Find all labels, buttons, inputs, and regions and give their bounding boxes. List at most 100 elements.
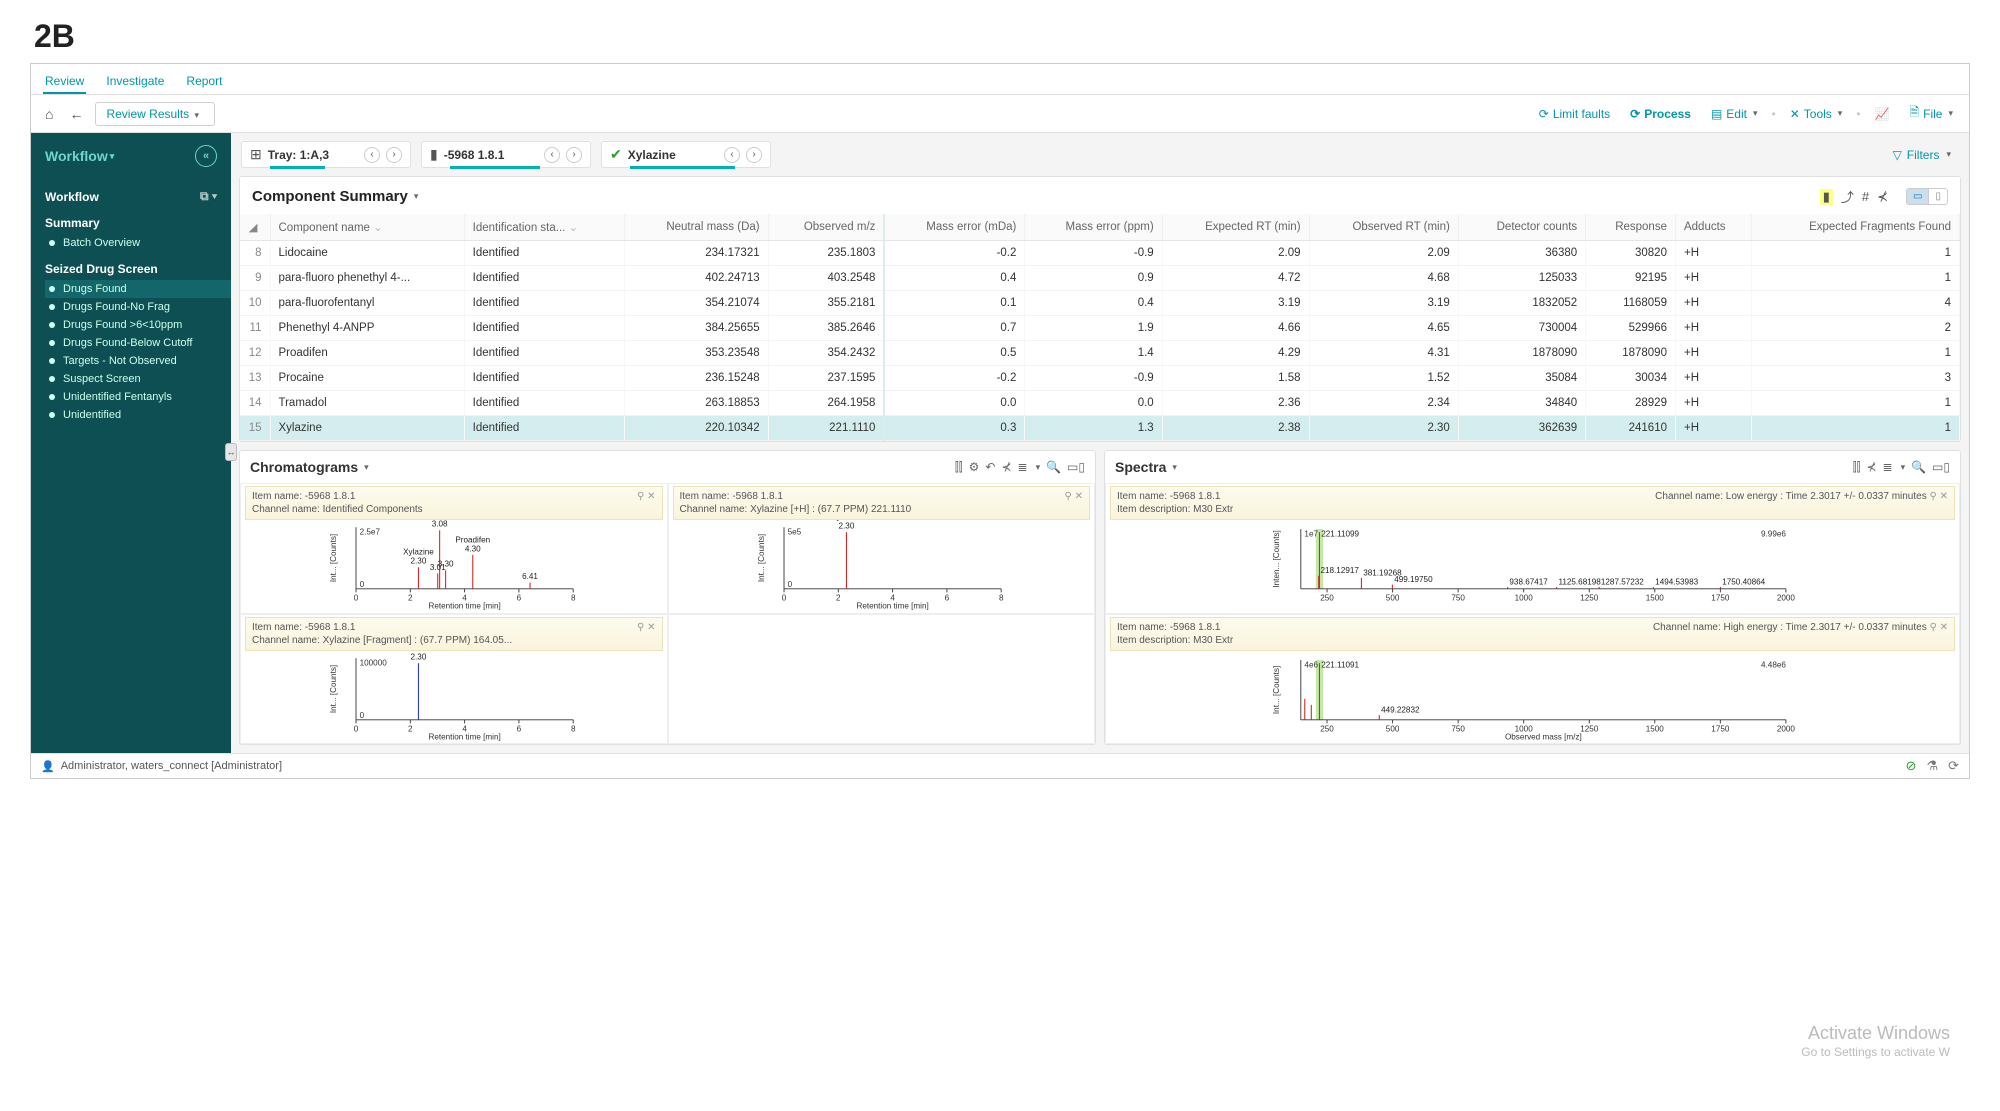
tools-button[interactable]: ✕Tools▾ bbox=[1784, 105, 1849, 123]
chart-cell: Item name: -5968 1.8.1Channel name: Iden… bbox=[240, 483, 668, 614]
highlight-icon[interactable]: ▮ bbox=[1820, 189, 1833, 205]
nav-sample[interactable]: ▮ -5968 1.8.1 ‹ › bbox=[421, 141, 591, 168]
status-ok-icon[interactable]: ⊘ bbox=[1906, 758, 1917, 774]
svg-text:4.30: 4.30 bbox=[465, 544, 481, 553]
status-user: Administrator, waters_connect [Administr… bbox=[61, 760, 282, 772]
pin-icon[interactable]: ⚲ bbox=[1065, 491, 1072, 502]
table-header[interactable]: Observed m/z bbox=[768, 214, 884, 241]
status-flask-icon[interactable]: ⚗ bbox=[1926, 758, 1938, 774]
next-tray-button[interactable]: › bbox=[386, 147, 402, 163]
table-header[interactable]: Detector counts bbox=[1458, 214, 1585, 241]
prev-tray-button[interactable]: ‹ bbox=[364, 147, 380, 163]
table-header[interactable]: Mass error (ppm) bbox=[1025, 214, 1162, 241]
table-header[interactable]: Expected RT (min) bbox=[1162, 214, 1309, 241]
back-icon[interactable]: ← bbox=[65, 104, 87, 124]
zoom-icon[interactable]: 🔍 bbox=[1911, 460, 1926, 474]
file-button[interactable]: 🗎File▾ bbox=[1903, 101, 1959, 126]
close-icon[interactable]: ✕ bbox=[647, 622, 655, 633]
svg-text:1250: 1250 bbox=[1580, 724, 1599, 733]
tab-review[interactable]: Review bbox=[43, 70, 86, 94]
breadcrumb[interactable]: Review Results ▾ bbox=[95, 102, 215, 126]
sidebar-item[interactable]: Drugs Found bbox=[45, 280, 231, 298]
chromatogram-chart[interactable]: Int... [Counts] 2.5e7 0 02468Xylazine2.3… bbox=[245, 520, 663, 611]
target-icon[interactable]: ⊀ bbox=[1877, 189, 1888, 205]
gear-icon[interactable]: ⚙ bbox=[969, 460, 980, 474]
table-header[interactable]: Adducts bbox=[1675, 214, 1751, 241]
sidebar-item[interactable]: Drugs Found-No Frag bbox=[45, 298, 231, 316]
svg-text:2.30: 2.30 bbox=[838, 522, 854, 531]
limit-faults-button[interactable]: ⟳Limit faults bbox=[1533, 105, 1616, 123]
chart-button[interactable]: 📈 bbox=[1869, 105, 1896, 123]
close-icon[interactable]: ✕ bbox=[1075, 491, 1083, 502]
edit-button[interactable]: ▤Edit▾ bbox=[1705, 105, 1764, 123]
open-icon[interactable]: ⧉ ▾ bbox=[200, 189, 217, 204]
table-row[interactable]: 12 Proadifen Identified 353.23548 354.24… bbox=[240, 341, 1960, 366]
table-header[interactable]: Mass error (mDa) bbox=[884, 214, 1024, 241]
svg-text:2000: 2000 bbox=[1777, 594, 1796, 603]
sidebar-item[interactable]: Drugs Found >6<10ppm bbox=[45, 316, 231, 334]
prev-component-button[interactable]: ‹ bbox=[724, 147, 740, 163]
sidebar-splitter-icon[interactable]: ↔ bbox=[225, 443, 237, 461]
svg-text:2.30: 2.30 bbox=[411, 652, 427, 661]
spectrum-chart[interactable]: Inten... [Counts] 1e7 9.99e6 25050075010… bbox=[1110, 520, 1955, 611]
spectrum-icon[interactable]: ⫿⫿ bbox=[1853, 460, 1861, 475]
undo-icon[interactable]: ↶ bbox=[985, 460, 995, 474]
table-row[interactable]: 9 para-fluoro phenethyl 4-... Identified… bbox=[240, 266, 1960, 291]
table-header[interactable]: Identification sta... ⌄ bbox=[464, 214, 624, 241]
table-row[interactable]: 11 Phenethyl 4-ANPP Identified 384.25655… bbox=[240, 316, 1960, 341]
layout-toggle[interactable]: ▭▯ bbox=[1906, 188, 1948, 205]
chromatogram-chart[interactable]: Int... [Counts] 5e5 0 02468Xylazine2.30 … bbox=[673, 520, 1091, 611]
stack-icon[interactable]: ≣ bbox=[1018, 460, 1028, 474]
prev-sample-button[interactable]: ‹ bbox=[544, 147, 560, 163]
close-icon[interactable]: ✕ bbox=[647, 491, 655, 502]
table-header[interactable]: Expected Fragments Found bbox=[1752, 214, 1960, 241]
close-icon[interactable]: ✕ bbox=[1940, 491, 1948, 502]
pin-icon[interactable]: ⚲ bbox=[637, 622, 644, 633]
target-icon[interactable]: ⊀ bbox=[1866, 460, 1876, 474]
table-row[interactable]: 14 Tramadol Identified 263.18853 264.195… bbox=[240, 391, 1960, 416]
nav-component[interactable]: ✔ Xylazine ‹ › bbox=[601, 141, 771, 168]
tab-investigate[interactable]: Investigate bbox=[104, 70, 166, 94]
table-row[interactable]: 10 para-fluorofentanyl Identified 354.21… bbox=[240, 291, 1960, 316]
sidebar-item[interactable]: Unidentified Fentanyls bbox=[45, 388, 231, 406]
target-icon[interactable]: ⊀ bbox=[1001, 460, 1011, 474]
zoom-icon[interactable]: 🔍 bbox=[1046, 460, 1061, 474]
pin-icon[interactable]: ⚲ bbox=[1930, 622, 1937, 633]
status-refresh-icon[interactable]: ⟳ bbox=[1948, 758, 1959, 774]
spectrum-icon[interactable]: ⫿⫿ bbox=[955, 460, 963, 475]
table-header[interactable]: ◢ bbox=[240, 214, 270, 241]
nav-tray[interactable]: ⊞ Tray: 1:A,3 ‹ › bbox=[241, 141, 411, 168]
user-icon: 👤 bbox=[41, 760, 55, 773]
next-sample-button[interactable]: › bbox=[566, 147, 582, 163]
svg-text:2.5e7: 2.5e7 bbox=[360, 527, 381, 536]
close-icon[interactable]: ✕ bbox=[1940, 622, 1948, 633]
spectrum-chart[interactable]: Int... [Counts] 4e6 4.48e6 2505007501000… bbox=[1110, 651, 1955, 742]
filters-button[interactable]: ▽ Filters ▾ bbox=[1885, 144, 1959, 166]
sidebar-item[interactable]: Drugs Found-Below Cutoff bbox=[45, 334, 231, 352]
chromatogram-chart[interactable]: Int... [Counts] 100000 0 024682.30 Reten… bbox=[245, 651, 663, 742]
pin-icon[interactable]: ⚲ bbox=[637, 491, 644, 502]
next-component-button[interactable]: › bbox=[746, 147, 762, 163]
table-header[interactable]: Response bbox=[1586, 214, 1676, 241]
sidebar-item[interactable]: Targets - Not Observed bbox=[45, 352, 231, 370]
sidebar-collapse-icon[interactable]: « bbox=[195, 145, 217, 167]
tab-report[interactable]: Report bbox=[184, 70, 224, 94]
svg-text:0: 0 bbox=[354, 724, 359, 733]
layout-toggle[interactable]: ▭▯ bbox=[1932, 460, 1950, 474]
sidebar-item[interactable]: Suspect Screen bbox=[45, 370, 231, 388]
table-row[interactable]: 8 Lidocaine Identified 234.17321 235.180… bbox=[240, 241, 1960, 266]
sidebar-item[interactable]: Batch Overview bbox=[45, 234, 231, 252]
table-header[interactable]: Neutral mass (Da) bbox=[624, 214, 768, 241]
layout-toggle[interactable]: ▭▯ bbox=[1067, 460, 1085, 474]
home-icon[interactable]: ⌂ bbox=[41, 104, 57, 124]
share-icon[interactable]: ⤴ bbox=[1841, 187, 1854, 206]
sidebar-item[interactable]: Unidentified bbox=[45, 406, 231, 424]
table-header[interactable]: Component name ⌄ bbox=[270, 214, 464, 241]
table-row[interactable]: 13 Procaine Identified 236.15248 237.159… bbox=[240, 366, 1960, 391]
pin-icon[interactable]: ⚲ bbox=[1930, 491, 1937, 502]
process-button[interactable]: ⟳Process bbox=[1624, 105, 1697, 123]
table-row[interactable]: 15 Xylazine Identified 220.10342 221.111… bbox=[240, 416, 1960, 441]
stack-icon[interactable]: ≣ bbox=[1883, 460, 1893, 474]
hash-icon[interactable]: # bbox=[1862, 189, 1869, 204]
table-header[interactable]: Observed RT (min) bbox=[1309, 214, 1458, 241]
